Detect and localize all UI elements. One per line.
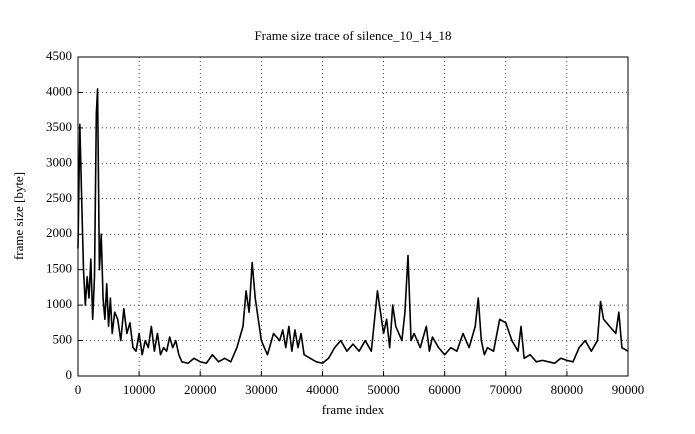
y-tick-label: 1000 [46, 296, 72, 311]
y-tick-label: 1500 [46, 261, 72, 276]
y-tick-label: 4000 [46, 83, 72, 98]
series-line [77, 88, 629, 365]
y-tick-label: 4500 [46, 48, 72, 63]
y-tick-label: 3000 [46, 154, 72, 169]
y-tick-label: 0 [66, 367, 73, 382]
y-tick-label: 2000 [46, 225, 72, 240]
chart-title: Frame size trace of silence_10_14_18 [254, 28, 451, 43]
x-tick-label: 40000 [306, 382, 339, 397]
x-tick-label: 30000 [245, 382, 278, 397]
x-axis-label: frame index [322, 402, 385, 417]
x-tick-label: 10000 [123, 382, 156, 397]
x-tick-label: 60000 [428, 382, 461, 397]
x-tick-label: 50000 [367, 382, 400, 397]
x-tick-label: 0 [75, 382, 82, 397]
y-axis-label: frame size [byte] [11, 172, 26, 260]
x-tick-label: 20000 [184, 382, 217, 397]
x-tick-label: 80000 [551, 382, 584, 397]
x-tick-label: 90000 [612, 382, 645, 397]
y-tick-label: 3500 [46, 119, 72, 134]
x-tick-label: 70000 [490, 382, 523, 397]
y-tick-label: 500 [53, 332, 73, 347]
y-tick-label: 2500 [46, 190, 72, 205]
